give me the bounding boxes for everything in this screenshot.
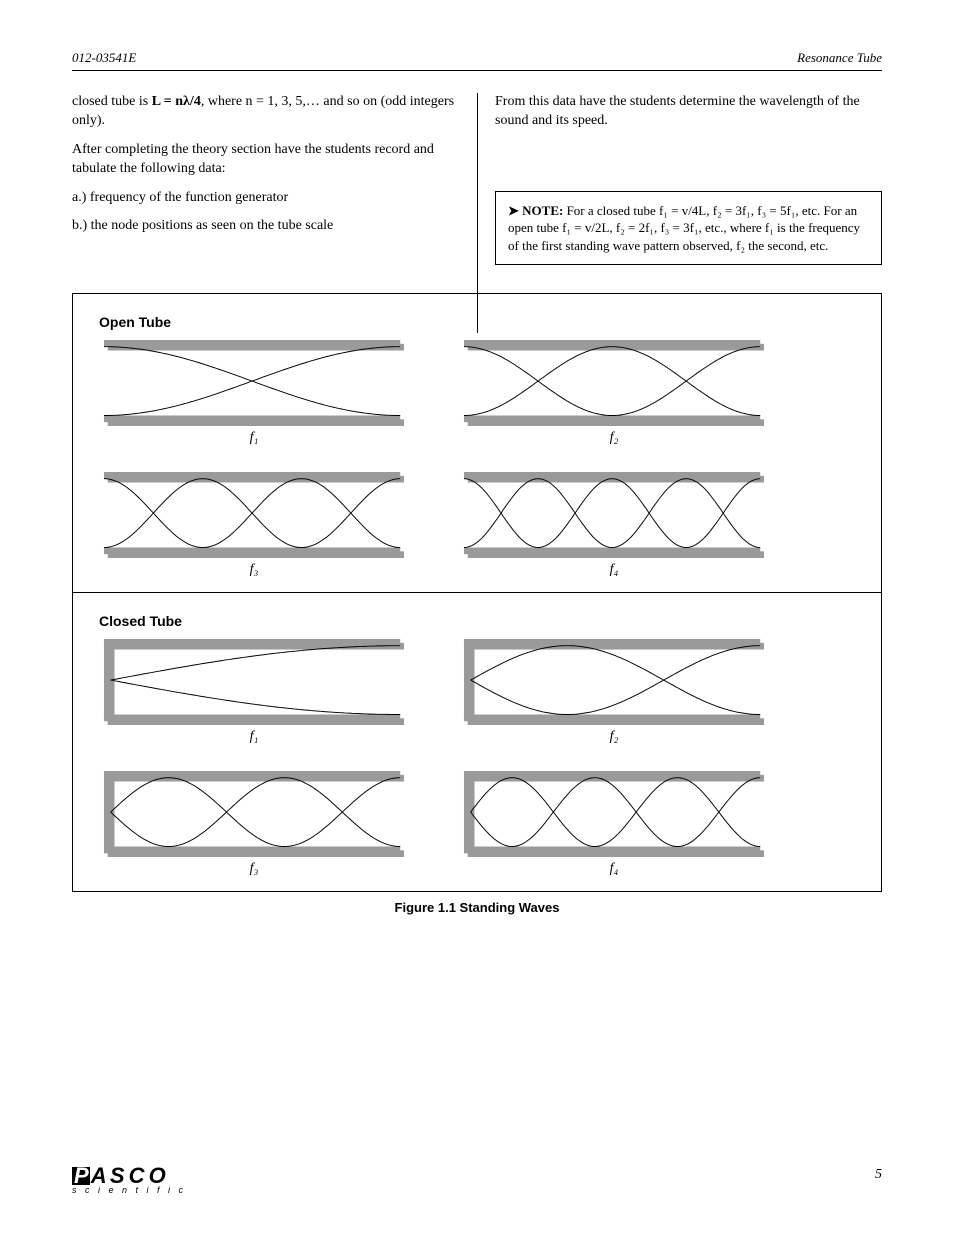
label-c-f4: f₄ <box>610 861 619 877</box>
closed-tube-title: Closed Tube <box>99 613 855 629</box>
open-tube-panel: Open Tube f₁ f₂ f₃ f₄ <box>73 294 881 592</box>
header-left: 012-03541E <box>72 50 136 66</box>
label-c-f2: f₂ <box>610 729 619 745</box>
closed-f2: f₂ <box>459 639 769 745</box>
closed-f3: f₃ <box>99 771 409 877</box>
header-rule <box>72 70 882 71</box>
brand-logo: PA S C O s c i e n t i f i c <box>72 1167 186 1195</box>
label-f2: f₂ <box>610 430 619 446</box>
closed-tube-panel: Closed Tube f₁ f₂ f₃ f₄ <box>73 593 881 891</box>
page-number: 5 <box>875 1167 882 1183</box>
left-item-a: a.) frequency of the function generator <box>72 189 459 208</box>
figure-frame: Open Tube f₁ f₂ f₃ f₄ Closed Tube f₁ f₂ … <box>72 293 882 892</box>
header-right: Resonance Tube <box>797 50 882 66</box>
p1-pre: closed tube is <box>72 94 152 109</box>
label-c-f3: f₃ <box>250 861 259 877</box>
note-box: ➤ NOTE: For a closed tube f₁ = v/4L, f₂ … <box>495 191 882 266</box>
label-c-f1: f₁ <box>250 729 259 745</box>
closed-f4: f₄ <box>459 771 769 877</box>
open-f4: f₄ <box>459 472 769 578</box>
open-f2: f₂ <box>459 340 769 446</box>
right-para-1: From this data have the students determi… <box>495 93 882 131</box>
p1-formula: L = nλ/4 <box>152 94 201 109</box>
note-head: ➤ NOTE: <box>508 203 563 218</box>
figure-caption: Figure 1.1 Standing Waves <box>72 900 882 915</box>
label-f3: f₃ <box>250 562 259 578</box>
left-column: closed tube is L = nλ/4, where n = 1, 3,… <box>72 93 477 265</box>
label-f4: f₄ <box>610 562 619 578</box>
label-f1: f₁ <box>250 430 259 446</box>
right-column: From this data have the students determi… <box>477 93 882 265</box>
left-item-b: b.) the node positions as seen on the tu… <box>72 217 459 236</box>
open-f1: f₁ <box>99 340 409 446</box>
left-para-2: After completing the theory section have… <box>72 141 459 179</box>
left-para-1: closed tube is L = nλ/4, where n = 1, 3,… <box>72 93 459 131</box>
open-f3: f₃ <box>99 472 409 578</box>
closed-f1: f₁ <box>99 639 409 745</box>
